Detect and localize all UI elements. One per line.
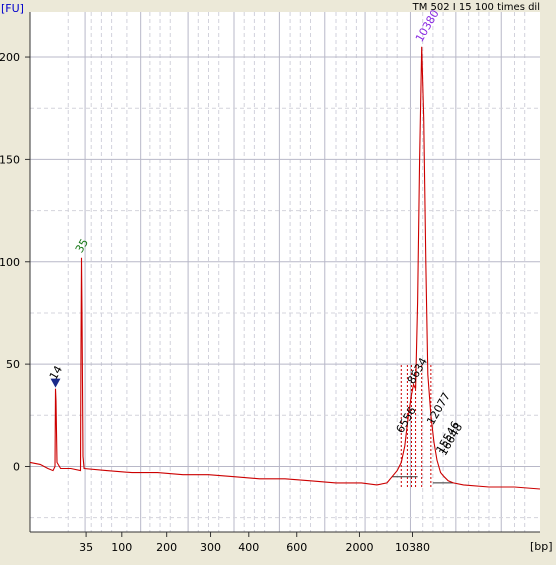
x-tick-label: 600 xyxy=(286,541,307,554)
peak-label: 14 xyxy=(47,363,65,382)
y-tick-label: 0 xyxy=(13,460,20,473)
y-tick-label: 200 xyxy=(0,51,20,64)
x-tick-label: 10380 xyxy=(395,541,430,554)
y-gridlines xyxy=(30,56,540,519)
y-tick-label: 50 xyxy=(6,358,20,371)
y-tick-labels: 0 50 100 150 200 xyxy=(0,51,30,473)
y-tick-label: 100 xyxy=(0,256,20,269)
x-axis-label: [bp] xyxy=(530,540,553,553)
plot-area xyxy=(30,12,540,532)
x-tick-label: 300 xyxy=(200,541,221,554)
x-gridlines xyxy=(67,12,526,532)
x-tick-label: 2000 xyxy=(345,541,373,554)
peak-marker xyxy=(50,378,61,388)
series-layer xyxy=(29,46,541,490)
x-tick-label: 100 xyxy=(111,541,132,554)
x-tick-label: 400 xyxy=(238,541,259,554)
x-tick-labels: 35 100 200 300 400 600 2000 10380 xyxy=(79,532,430,554)
x-tick-label: 200 xyxy=(156,541,177,554)
series-line xyxy=(29,46,541,490)
y-tick-label: 150 xyxy=(0,153,20,166)
peak-label: 35 xyxy=(73,237,91,256)
chart-title: TM 502 I 15 100 times dil xyxy=(412,2,540,13)
y-axis-label: [FU] xyxy=(1,2,24,15)
x-tick-label: 35 xyxy=(79,541,93,554)
